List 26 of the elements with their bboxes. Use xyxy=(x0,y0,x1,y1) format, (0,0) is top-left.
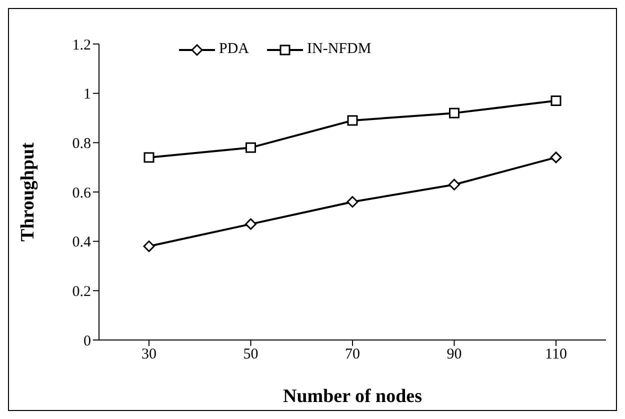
point xyxy=(346,196,358,208)
legend-label: PDA xyxy=(219,41,250,58)
x-tick-label: 90 xyxy=(446,346,462,363)
y-tick-label: 0.4 xyxy=(72,234,92,251)
y-tick-label: 0.2 xyxy=(72,284,91,300)
point xyxy=(246,142,256,153)
point xyxy=(448,178,460,190)
point xyxy=(347,115,358,126)
point xyxy=(550,95,562,106)
y-tick-label: 1 xyxy=(84,86,91,103)
x-tick-label: 50 xyxy=(243,346,258,363)
y-tick-label: 0.6 xyxy=(72,185,92,202)
y-tick-label: 0.8 xyxy=(72,136,91,152)
point xyxy=(144,152,154,163)
point xyxy=(143,240,155,252)
x-tick-label: 70 xyxy=(345,346,360,363)
x-tick-label: 110 xyxy=(545,346,567,363)
legend-label: IN-NFDM xyxy=(307,41,372,58)
point xyxy=(550,152,562,164)
point xyxy=(245,218,256,230)
point xyxy=(449,108,460,118)
x-axis-title: Number of nodes xyxy=(283,386,422,407)
x-tick-label: 30 xyxy=(142,346,156,363)
y-axis-title: Throughput xyxy=(18,142,39,242)
y-tick-label: 1.2 xyxy=(72,37,91,54)
y-tick-label: 0 xyxy=(84,333,91,350)
